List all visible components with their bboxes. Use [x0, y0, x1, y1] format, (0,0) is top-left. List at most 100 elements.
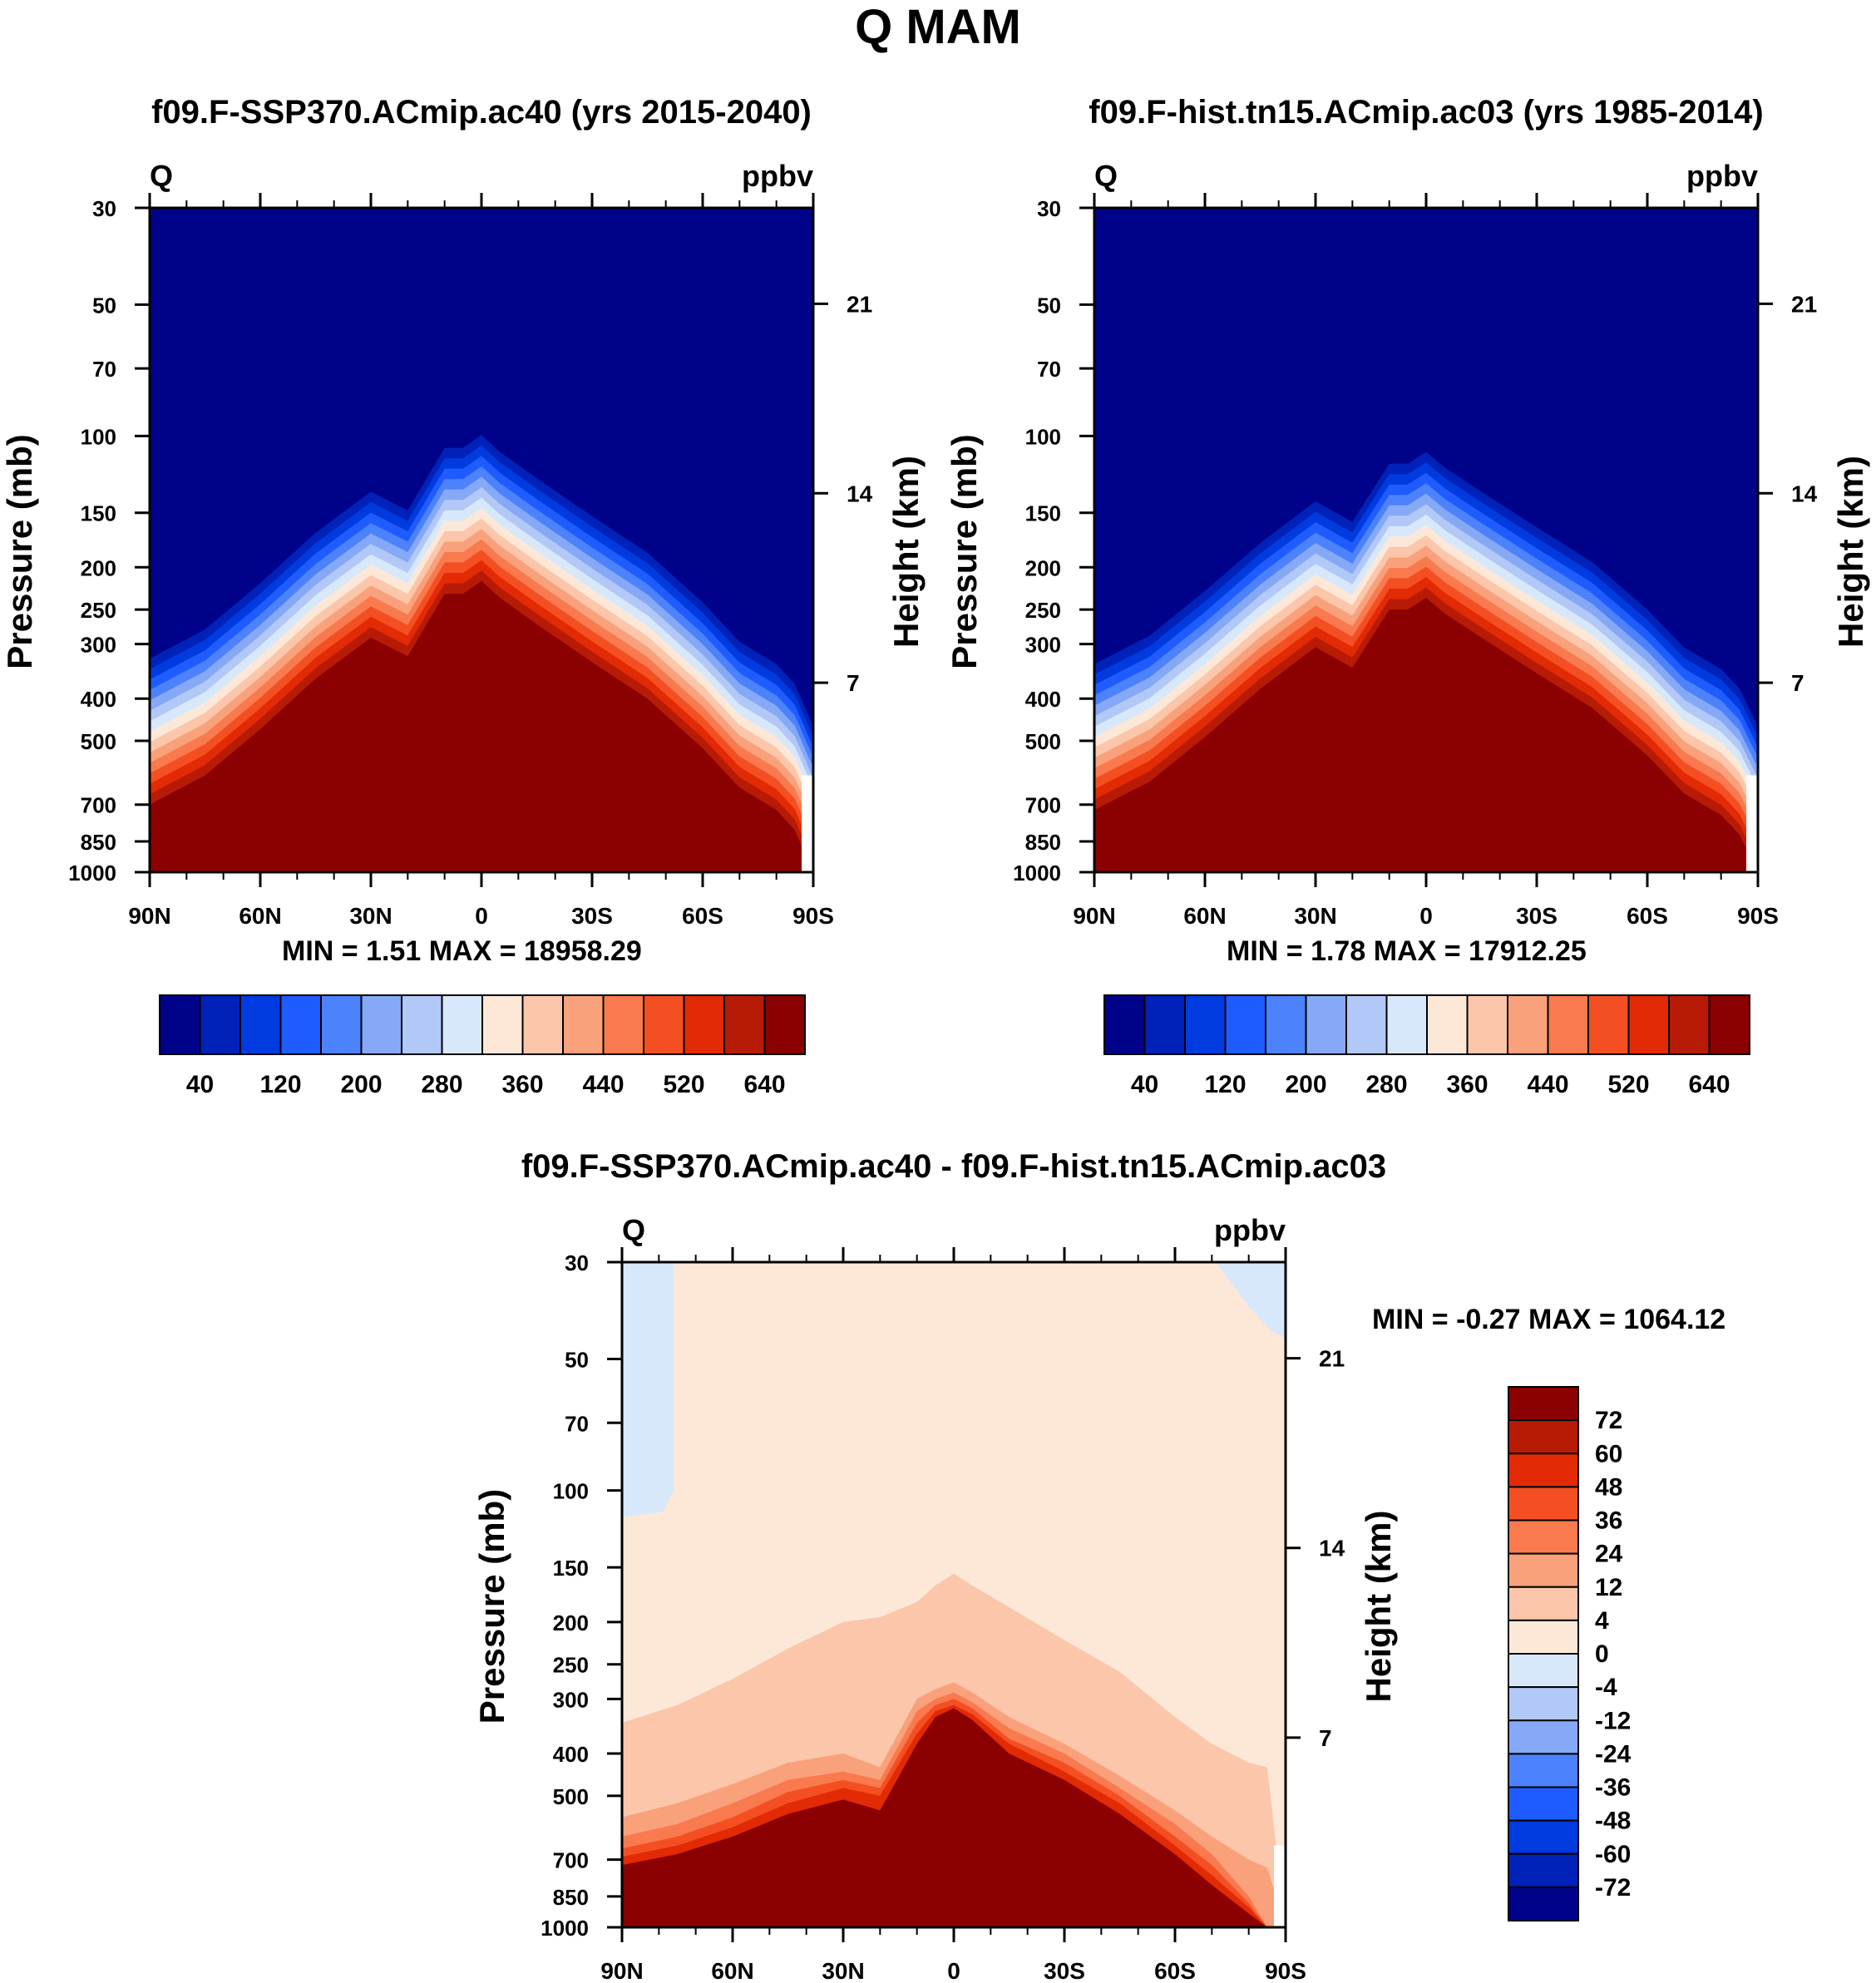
y-tick-label: 500: [553, 1784, 589, 1809]
colorbar-label: 200: [1285, 1071, 1326, 1098]
x-tick-label: 30S: [1044, 1958, 1085, 1983]
x-tick-label: 0: [475, 903, 488, 929]
colorbar-cell: [1508, 1819, 1579, 1855]
colorbar-cell: [1508, 1386, 1579, 1422]
colorbar-label: 640: [743, 1071, 785, 1098]
x-tick-label: 30N: [1294, 903, 1336, 929]
x-tick-label: 60S: [1154, 1958, 1196, 1983]
colorbar-cell: [1587, 994, 1630, 1055]
y-tick-label: 50: [565, 1348, 589, 1373]
colorbar-cell: [1508, 1419, 1579, 1455]
x-tick-label: 60N: [711, 1958, 753, 1983]
colorbar-cell: [763, 994, 806, 1055]
y-tick-label: 30: [1037, 196, 1061, 221]
colorbar-cell: [1627, 994, 1670, 1055]
y2-axis-title: Height (km): [886, 456, 926, 648]
y-tick-label: 50: [1037, 293, 1061, 318]
x-tick-label: 0: [1419, 903, 1433, 929]
colorbar-cell: [401, 994, 443, 1055]
contour-band: [1094, 598, 1758, 872]
units-label: ppbv: [1686, 159, 1758, 193]
y-tick-label: 400: [553, 1742, 589, 1767]
x-tick-label: 90S: [792, 903, 834, 929]
panel-ssp: f09.F-SSP370.ACmip.ac40 (yrs 2015-2040) Q…: [0, 94, 926, 1098]
colorbar-label: -12: [1595, 1707, 1631, 1734]
y-tick-label: 150: [553, 1556, 589, 1581]
variable-label: Q: [1094, 159, 1118, 193]
y2-tick-label: 7: [847, 670, 860, 696]
colorbar-label: 520: [663, 1071, 704, 1098]
colorbar-cell: [1103, 994, 1146, 1055]
colorbar-label: 360: [501, 1071, 543, 1098]
colorbar-label: 40: [1131, 1071, 1158, 1098]
y-tick-label: 70: [92, 357, 116, 382]
units-label: ppbv: [742, 159, 813, 193]
y-tick-label: 400: [81, 687, 116, 712]
y2-axis-title: Height (km): [1831, 456, 1870, 648]
colorbar-cell: [1305, 994, 1347, 1055]
y-tick-label: 100: [553, 1479, 589, 1504]
y-tick-label: 850: [553, 1885, 589, 1910]
variable-label: Q: [150, 159, 173, 193]
negative-region: [622, 1262, 674, 1517]
colorbar-cell: [1508, 1686, 1579, 1722]
y2-tick-label: 21: [847, 291, 872, 317]
y-tick-label: 850: [81, 830, 116, 855]
y-tick-label: 150: [1025, 501, 1061, 526]
colorbar-label: -60: [1595, 1841, 1631, 1868]
colorbar-label: 440: [1527, 1071, 1568, 1098]
colorbar-cell: [643, 994, 685, 1055]
y-tick-label: 300: [553, 1687, 589, 1712]
y-tick-label: 70: [565, 1411, 589, 1436]
colorbar-cell: [1508, 1519, 1579, 1555]
figure-title: Q MAM: [855, 0, 1021, 54]
colorbar-cell: [1508, 1786, 1579, 1822]
colorbar-label: 360: [1446, 1071, 1488, 1098]
colorbar-label: 520: [1607, 1071, 1649, 1098]
x-tick-label: 30S: [571, 903, 613, 929]
colorbar-cell: [1508, 1552, 1579, 1588]
colorbar-cell: [1508, 1852, 1579, 1888]
y-tick-label: 700: [1025, 793, 1061, 818]
colorbar-label: -24: [1595, 1740, 1632, 1768]
colorbar-label: 36: [1595, 1507, 1622, 1535]
y-tick-label: 200: [553, 1611, 589, 1635]
y2-tick-label: 14: [1791, 481, 1818, 506]
y-tick-label: 30: [92, 196, 116, 221]
x-tick-label: 60S: [1627, 903, 1668, 929]
units-label: ppbv: [1214, 1213, 1286, 1247]
colorbar-cell: [521, 994, 564, 1055]
y-tick-label: 70: [1037, 357, 1061, 382]
y-tick-label: 250: [553, 1653, 589, 1678]
colorbar-label: 280: [421, 1071, 462, 1098]
y2-tick-label: 14: [847, 481, 873, 506]
y-axis-title: Pressure (mb): [945, 434, 984, 668]
colorbar-cell: [360, 994, 402, 1055]
colorbar-label: 280: [1365, 1071, 1407, 1098]
y-tick-label: 200: [1025, 555, 1061, 580]
x-tick-label: 60N: [1183, 903, 1226, 929]
colorbar-cell: [199, 994, 241, 1055]
colorbar-label: 120: [1204, 1071, 1246, 1098]
y-tick-label: 100: [81, 424, 116, 449]
contour-band: [622, 1708, 1286, 1927]
x-tick-label: 30N: [349, 903, 392, 929]
colorbar-cell: [723, 994, 766, 1055]
y2-tick-label: 14: [1319, 1536, 1345, 1561]
colorbar-label: 4: [1595, 1607, 1609, 1635]
colorbar-cell: [1224, 994, 1266, 1055]
colorbar-cell: [1508, 1586, 1579, 1621]
colorbar-cell: [159, 994, 201, 1055]
panel-diff: f09.F-SSP370.ACmip.ac40 - f09.F-hist.tn1…: [472, 1148, 1725, 1983]
colorbar-cell: [1708, 994, 1750, 1055]
y-tick-label: 150: [81, 501, 116, 526]
y-tick-label: 850: [1025, 830, 1061, 855]
y2-tick-label: 7: [1319, 1725, 1332, 1751]
colorbar-label: -48: [1595, 1808, 1631, 1835]
y-tick-label: 1000: [541, 1916, 589, 1941]
colorbar-label: 40: [186, 1071, 214, 1098]
y-tick-label: 100: [1025, 424, 1061, 449]
contour-band: [150, 580, 813, 872]
colorbar-cell: [1508, 1653, 1579, 1689]
colorbar-cell: [683, 994, 725, 1055]
